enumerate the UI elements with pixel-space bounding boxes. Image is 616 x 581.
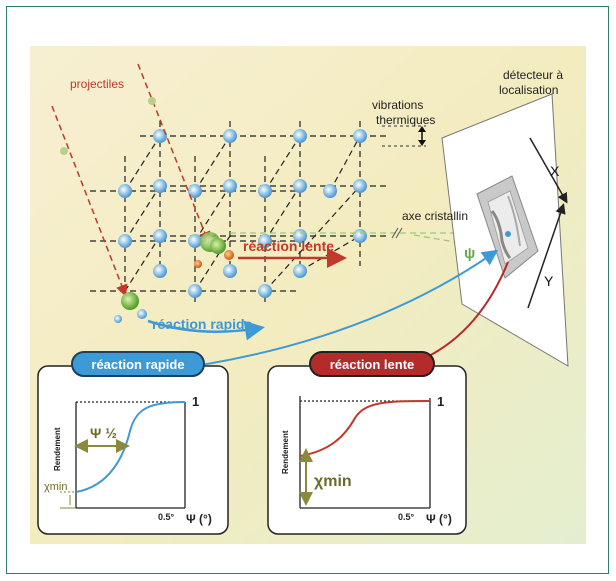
slow-chi-min-label: χmin — [314, 473, 352, 490]
slow-reaction-panel: réaction lente Rendement 1 χmin 0.5° Ψ (… — [267, 351, 467, 535]
detector-label-line1: détecteur à — [503, 68, 563, 82]
psi-angle-label: ψ — [464, 245, 475, 262]
channeling-diagram: projectiles vibrations thermiques détect… — [30, 46, 586, 544]
fast-x-tick: 0.5° — [158, 512, 175, 522]
slow-x-axis-label: Ψ (°) — [426, 512, 452, 526]
fast-reaction-label: réaction rapide — [152, 316, 253, 332]
fast-x-axis-label: Ψ (°) — [186, 512, 212, 526]
detector-label-line2: localisation — [499, 83, 558, 97]
fast-reaction-panel: réaction rapide Rendement 1 Ψ ½ χmin 0.5… — [37, 351, 229, 535]
slow-x-tick: 0.5° — [398, 512, 415, 522]
fast-ylabel: Rendement — [53, 427, 62, 471]
fast-panel-title: réaction rapide — [91, 357, 184, 372]
slow-panel-title: réaction lente — [330, 357, 415, 372]
slow-one-label: 1 — [437, 394, 444, 409]
crystal-axis-label: axe cristallin — [402, 209, 468, 223]
lattice-atoms — [118, 129, 367, 298]
slow-ylabel: Rendement — [281, 430, 290, 474]
detector-x-label: X — [550, 163, 560, 179]
vibrations-label-line2: thermiques — [376, 113, 435, 127]
projectile-trajectories — [51, 63, 211, 297]
vibrations-label-line1: vibrations — [372, 98, 423, 112]
detector-y-label: Y — [544, 273, 554, 289]
slow-reaction-connector — [424, 261, 509, 359]
projectiles-label: projectiles — [70, 77, 124, 91]
fast-reaction-connector — [159, 249, 499, 372]
slow-yield-curve — [299, 400, 431, 457]
fast-one-label: 1 — [192, 394, 199, 409]
fast-chi-min-label: χmin — [44, 481, 68, 493]
slow-reaction-label: réaction lente — [243, 238, 334, 254]
fast-reaction-particles — [114, 292, 265, 341]
slow-reaction-particles — [194, 232, 347, 268]
fast-yield-curve — [75, 401, 186, 493]
position-sensitive-detector — [441, 93, 569, 367]
fast-psi-half-label: Ψ ½ — [90, 425, 117, 441]
thermal-vibration-marker — [382, 125, 426, 147]
